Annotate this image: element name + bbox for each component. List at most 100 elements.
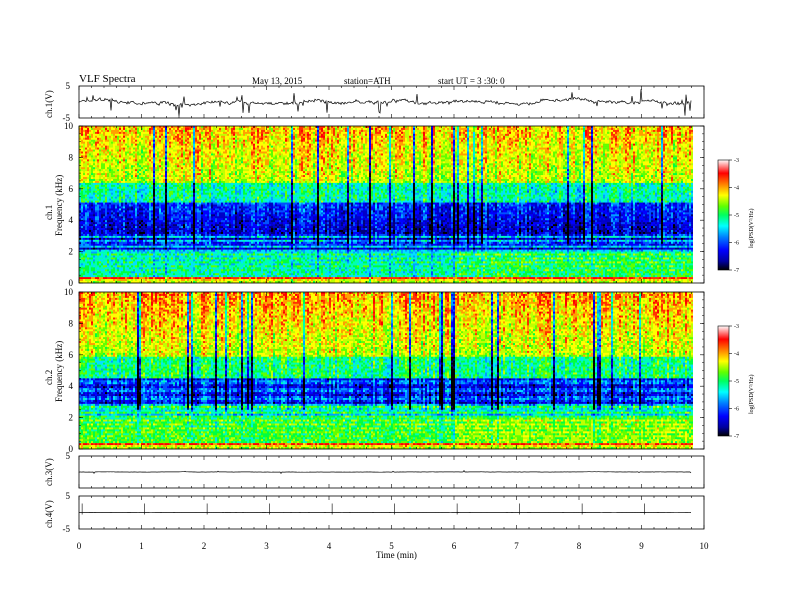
spectrogram-cell <box>99 202 101 205</box>
spectrogram-cell <box>157 194 159 197</box>
spectrogram-cell <box>95 129 97 133</box>
spectrogram-cell <box>155 259 157 262</box>
spectrogram-cell <box>105 273 107 276</box>
spectrogram-cell <box>191 157 193 160</box>
spectrogram-cell <box>87 171 89 174</box>
spectrogram-cell <box>155 281 157 284</box>
spectrogram-cell <box>135 135 137 139</box>
spectrogram-cell <box>153 259 155 262</box>
spectrogram-cell <box>85 155 87 158</box>
spectrogram-cell <box>109 237 111 241</box>
spectrogram-cell <box>123 178 125 182</box>
spectrogram-cell <box>109 171 111 174</box>
spectrogram-cell <box>93 169 95 172</box>
spectrogram-cell <box>143 161 145 164</box>
spectrogram-cell <box>105 184 107 188</box>
spectrogram-cell <box>99 228 101 231</box>
spectrogram-cell <box>199 249 201 252</box>
spectrogram-cell <box>117 224 119 227</box>
spectrogram-cell <box>159 214 161 217</box>
spectrogram-cell <box>107 224 109 227</box>
spectrogram-cell <box>141 139 143 142</box>
spectrogram-cell <box>133 137 135 141</box>
spectrogram-cell <box>177 133 179 137</box>
spectrogram-cell <box>109 239 111 243</box>
spectrogram-cell <box>93 245 95 248</box>
spectrogram-cell <box>173 171 175 174</box>
spectrogram-cell <box>185 188 187 192</box>
spectrogram-cell <box>85 251 87 254</box>
spectrogram-cell <box>113 226 115 229</box>
spectrogram-cell <box>95 243 97 247</box>
spectrogram-cell <box>157 161 159 164</box>
spectrogram-cell <box>113 230 115 233</box>
spectrogram-cell <box>187 279 189 282</box>
spectrogram-cell <box>103 175 105 178</box>
spectrogram-cell <box>195 247 197 250</box>
spectrogram-cell <box>193 208 195 211</box>
spectrogram-cell <box>159 151 161 154</box>
spectrogram-cell <box>105 241 107 245</box>
spectrogram-cell <box>109 188 111 192</box>
spectrogram-cell <box>123 153 125 156</box>
spectrogram-cell <box>195 194 197 197</box>
spectrogram-cell <box>169 151 171 154</box>
spectrogram-cell <box>185 233 187 237</box>
spectrogram-cell <box>151 153 153 156</box>
spectrogram-cell <box>189 149 191 152</box>
spectrogram-cell <box>111 279 113 282</box>
spectrogram-cell <box>143 177 145 180</box>
spectrogram-cell <box>153 237 155 241</box>
spectrogram-cell <box>195 257 197 260</box>
spectrogram-cell <box>163 175 165 178</box>
spectrogram-cell <box>165 226 167 229</box>
spectrogram-cell <box>127 167 129 170</box>
spectrogram-cell <box>89 267 91 270</box>
spectrogram-cell <box>91 171 93 174</box>
spectrogram-cell <box>125 194 127 197</box>
spectrogram-cell <box>117 279 119 282</box>
spectrogram-cell <box>155 245 157 248</box>
spectrogram-cell <box>145 198 147 201</box>
spectrogram-cell <box>147 157 149 160</box>
spectrogram-cell <box>79 157 81 160</box>
spectrogram-cell <box>129 147 131 150</box>
spectrogram-cell <box>185 141 187 144</box>
spectrogram-cell <box>183 190 185 194</box>
spectrogram-cell <box>165 214 167 217</box>
spectrogram-cell <box>153 267 155 270</box>
spectrogram-cell <box>179 141 181 144</box>
spectrogram-cell <box>83 177 85 180</box>
spectrogram-cell <box>159 233 161 237</box>
spectrogram-cell <box>85 239 87 243</box>
spectrogram-cell <box>187 149 189 152</box>
spectrogram-cell <box>91 169 93 172</box>
spectrogram-cell <box>87 267 89 270</box>
spectrogram-cell <box>187 175 189 178</box>
spectrogram-cell <box>165 212 167 215</box>
spectrogram-cell <box>107 212 109 215</box>
spectrogram-cell <box>111 145 113 148</box>
spectrogram-cell <box>175 206 177 209</box>
spectrogram-cell <box>81 171 83 174</box>
spectrogram-cell <box>181 159 183 162</box>
spectrogram-cell <box>147 178 149 182</box>
spectrogram-cell <box>87 214 89 217</box>
spectrogram-cell <box>137 188 139 192</box>
spectrogram-cell <box>129 228 131 231</box>
spectrogram-cell <box>171 159 173 162</box>
spectrogram-cell <box>199 163 201 166</box>
spectrogram-cell <box>155 177 157 180</box>
spectrogram-cell <box>163 129 165 133</box>
spectrogram-cell <box>201 153 203 156</box>
spectrogram-cell <box>141 230 143 233</box>
spectrogram-cell <box>99 155 101 158</box>
spectrogram-cell <box>105 163 107 166</box>
spectrogram-cell <box>185 204 187 207</box>
spectrogram-cell <box>193 155 195 158</box>
spectrogram-cell <box>137 139 139 142</box>
spectrogram-cell <box>85 135 87 139</box>
spectrogram-cell <box>133 186 135 190</box>
spectrogram-cell <box>177 180 179 184</box>
spectrogram-cell <box>137 198 139 201</box>
